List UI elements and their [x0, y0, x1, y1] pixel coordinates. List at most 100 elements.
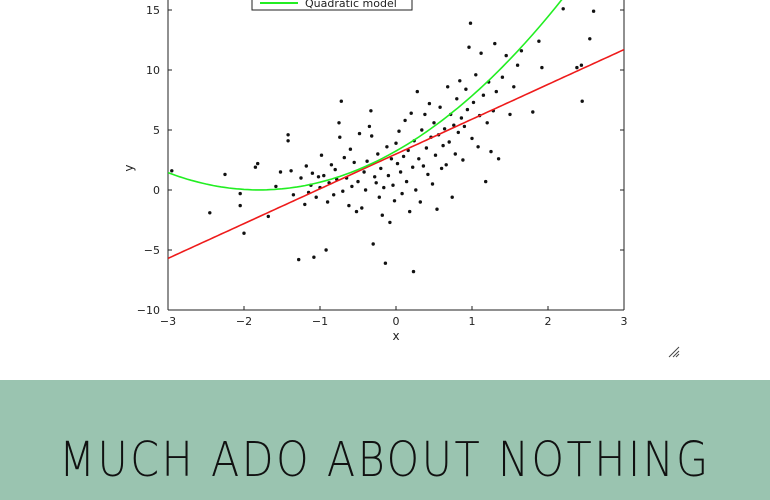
data-point — [444, 163, 448, 167]
data-point — [385, 145, 389, 149]
data-point — [373, 175, 377, 179]
data-point — [408, 209, 412, 214]
data-point — [352, 160, 356, 165]
data-point — [411, 165, 415, 169]
legend-box — [251, 0, 413, 11]
data-point — [242, 231, 246, 235]
y-tick-label: 15 — [146, 4, 160, 17]
data-point — [452, 123, 456, 127]
data-point — [447, 140, 451, 144]
y-tick-label: −5 — [144, 244, 160, 257]
data-point — [579, 63, 584, 67]
data-point — [350, 184, 354, 189]
data-point — [519, 49, 524, 53]
data-point — [386, 173, 391, 178]
y-tick-label: 5 — [153, 124, 160, 137]
data-point — [369, 109, 373, 113]
data-point — [459, 116, 464, 120]
data-point — [531, 110, 535, 114]
data-point — [430, 182, 435, 186]
data-point — [380, 213, 384, 217]
data-point — [238, 191, 242, 196]
quadratic-fit-line — [168, 0, 563, 191]
data-point — [561, 7, 565, 11]
data-point — [376, 152, 380, 156]
data-point — [337, 121, 341, 125]
data-point — [310, 171, 315, 175]
data-point — [435, 207, 439, 211]
data-point — [392, 199, 397, 203]
data-point — [421, 164, 426, 168]
data-point — [395, 161, 400, 166]
data-point — [394, 141, 398, 145]
y-axis-label: y — [122, 164, 136, 171]
data-point — [467, 45, 471, 49]
x-tick-label: −1 — [312, 315, 328, 328]
data-point — [314, 195, 318, 199]
y-tick-label: −10 — [137, 304, 160, 317]
data-point — [389, 157, 394, 161]
data-point — [456, 130, 460, 135]
data-point — [470, 136, 474, 141]
data-point — [208, 211, 212, 215]
data-point — [291, 193, 296, 197]
data-point — [496, 157, 501, 161]
data-point — [439, 166, 444, 171]
data-point — [461, 158, 465, 162]
data-point — [580, 99, 584, 103]
title-banner — [0, 380, 770, 500]
data-point — [414, 188, 418, 192]
data-point — [484, 179, 488, 184]
data-point — [253, 165, 258, 169]
data-point — [382, 185, 386, 190]
data-point — [474, 73, 478, 77]
data-point — [286, 133, 290, 137]
data-point — [479, 51, 483, 55]
data-point — [319, 153, 324, 157]
data-point — [442, 127, 447, 131]
data-point — [403, 118, 407, 123]
x-tick-label: 1 — [469, 315, 476, 328]
data-point — [256, 161, 260, 166]
data-point — [504, 53, 508, 58]
data-point — [481, 93, 486, 97]
data-point — [289, 169, 293, 173]
y-tick-label: 0 — [153, 184, 160, 197]
data-point — [266, 214, 270, 219]
axis-ticks — [167, 9, 625, 311]
data-point — [462, 124, 467, 129]
data-point — [512, 85, 516, 89]
data-point — [357, 131, 362, 136]
resize-grip-icon[interactable] — [666, 344, 680, 358]
data-point — [515, 63, 520, 67]
data-point — [322, 173, 326, 178]
data-point — [324, 248, 328, 252]
data-point — [500, 75, 505, 79]
data-point — [426, 172, 430, 177]
y-tick-label: 10 — [146, 64, 160, 77]
data-point — [377, 195, 381, 199]
data-point — [223, 172, 227, 177]
x-tick-label: 0 — [393, 315, 400, 328]
data-point — [424, 146, 429, 150]
data-point — [333, 167, 337, 172]
data-point — [433, 153, 438, 157]
x-tick-label: −2 — [236, 315, 252, 328]
data-point — [304, 164, 308, 168]
data-point — [356, 179, 360, 184]
data-point — [409, 111, 413, 115]
data-point — [238, 203, 242, 208]
data-point — [397, 129, 401, 133]
data-point — [367, 124, 372, 129]
data-point — [458, 79, 462, 83]
banner-title: MUCH ADO ABOUT NOTHING — [59, 432, 711, 488]
data-point — [170, 169, 174, 173]
data-point — [388, 220, 392, 225]
linear-fit-line — [168, 48, 624, 260]
data-point — [342, 155, 346, 160]
x-tick-label: 3 — [621, 315, 628, 328]
data-point — [354, 209, 359, 214]
data-point — [537, 39, 541, 43]
